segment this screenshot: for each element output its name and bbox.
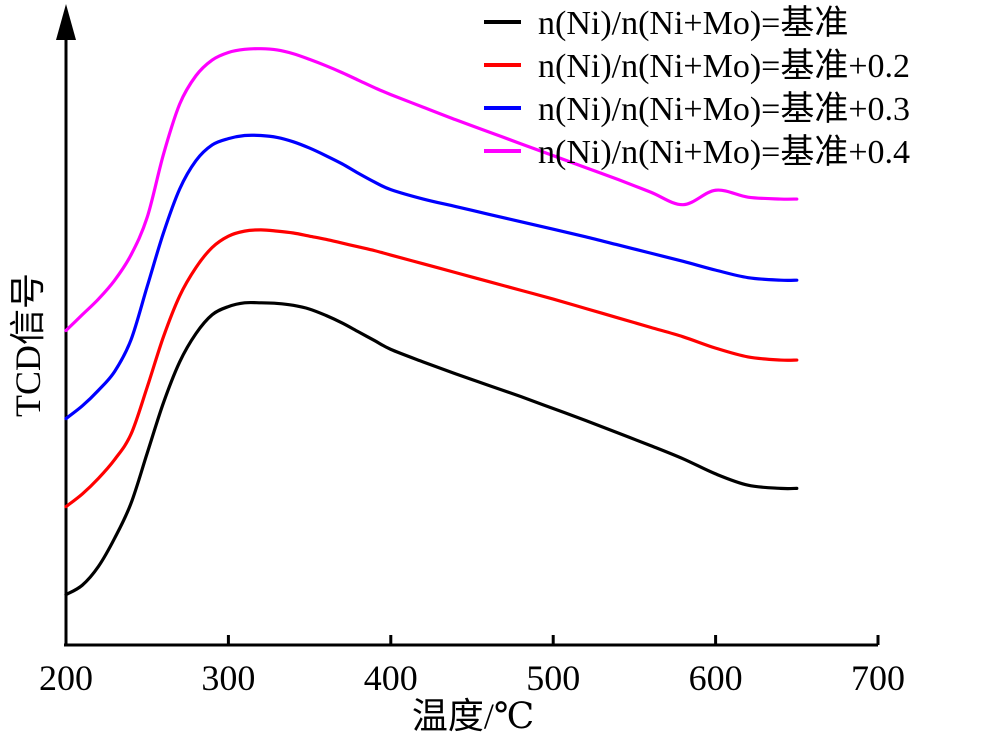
x-tick-label: 600 — [689, 658, 743, 698]
y-axis-arrow-icon — [56, 4, 76, 40]
series-line-2 — [64, 133, 799, 421]
x-tick-label: 300 — [201, 658, 255, 698]
legend-label: n(Ni)/n(Ni+Mo)=基准+0.2 — [538, 47, 910, 85]
legend-item: n(Ni)/n(Ni+Mo)=基准 — [484, 4, 848, 42]
series-line-0 — [64, 300, 799, 597]
legend-item: n(Ni)/n(Ni+Mo)=基准+0.4 — [484, 133, 910, 171]
x-axis-title: 温度/℃ — [412, 696, 534, 736]
series-lines-group — [64, 47, 799, 597]
legend-label: n(Ni)/n(Ni+Mo)=基准+0.4 — [538, 133, 910, 171]
x-tick-label: 200 — [39, 658, 93, 698]
legend-label: n(Ni)/n(Ni+Mo)=基准+0.3 — [538, 90, 910, 128]
series-line-1 — [64, 228, 799, 509]
x-tick-label: 500 — [526, 658, 580, 698]
y-axis-title: TCD信号 — [8, 273, 48, 417]
x-tick-label: 700 — [851, 658, 905, 698]
legend-label: n(Ni)/n(Ni+Mo)=基准 — [538, 4, 848, 42]
x-tick-label: 400 — [364, 658, 418, 698]
x-ticks-group — [64, 635, 880, 645]
legend-item: n(Ni)/n(Ni+Mo)=基准+0.2 — [484, 47, 910, 85]
legend-item: n(Ni)/n(Ni+Mo)=基准+0.3 — [484, 90, 910, 128]
x-tick-labels-group: 200 300 400 500 600 700 — [39, 658, 905, 698]
legend: n(Ni)/n(Ni+Mo)=基准 n(Ni)/n(Ni+Mo)=基准+0.2 n(… — [484, 4, 910, 171]
series-line-3 — [64, 47, 799, 333]
